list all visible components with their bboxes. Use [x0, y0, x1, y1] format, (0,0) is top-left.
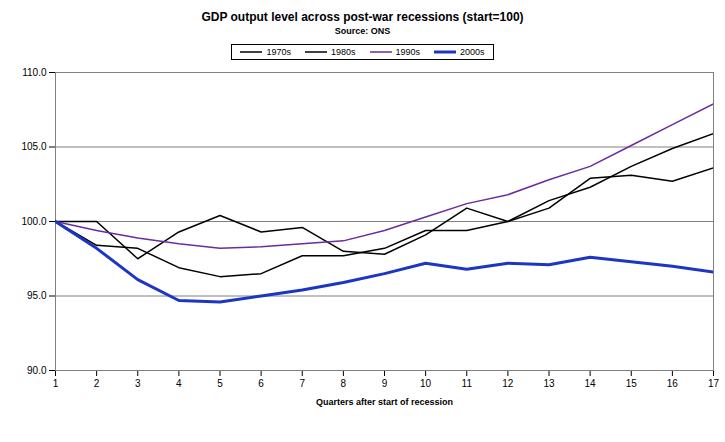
svg-text:2: 2: [94, 378, 100, 389]
svg-text:17: 17: [708, 378, 720, 389]
svg-text:Quarters after start of recess: Quarters after start of recession: [316, 397, 453, 407]
svg-text:95.0: 95.0: [27, 290, 47, 301]
svg-text:90.0: 90.0: [27, 365, 47, 376]
svg-text:100.0: 100.0: [21, 216, 46, 227]
svg-text:16: 16: [667, 378, 679, 389]
svg-text:5: 5: [217, 378, 223, 389]
svg-text:7: 7: [299, 378, 305, 389]
html-text:GDP output level across post-w: GDP output level across post-war recessi…: [201, 10, 524, 24]
svg-text:105.0: 105.0: [21, 141, 46, 152]
svg-text:8: 8: [341, 378, 347, 389]
svg-text:4: 4: [176, 378, 182, 389]
html-text:2000s: 2000s: [460, 47, 485, 57]
html-text:Source: ONS: Source: ONS: [334, 26, 391, 36]
svg-text:10: 10: [420, 378, 432, 389]
svg-text:1: 1: [53, 378, 59, 389]
svg-text:13: 13: [543, 378, 555, 389]
html-text:1970s: 1970s: [266, 47, 291, 57]
svg-text:6: 6: [258, 378, 264, 389]
svg-text:11: 11: [462, 378, 473, 389]
svg-text:15: 15: [626, 378, 638, 389]
svg-text:3: 3: [135, 378, 141, 389]
svg-text:14: 14: [585, 378, 597, 389]
html-text:1990s: 1990s: [395, 47, 420, 57]
svg-text:110.0: 110.0: [22, 67, 47, 78]
html-text:1980s: 1980s: [331, 47, 356, 57]
svg-text:12: 12: [502, 378, 514, 389]
svg-text:9: 9: [382, 378, 388, 389]
